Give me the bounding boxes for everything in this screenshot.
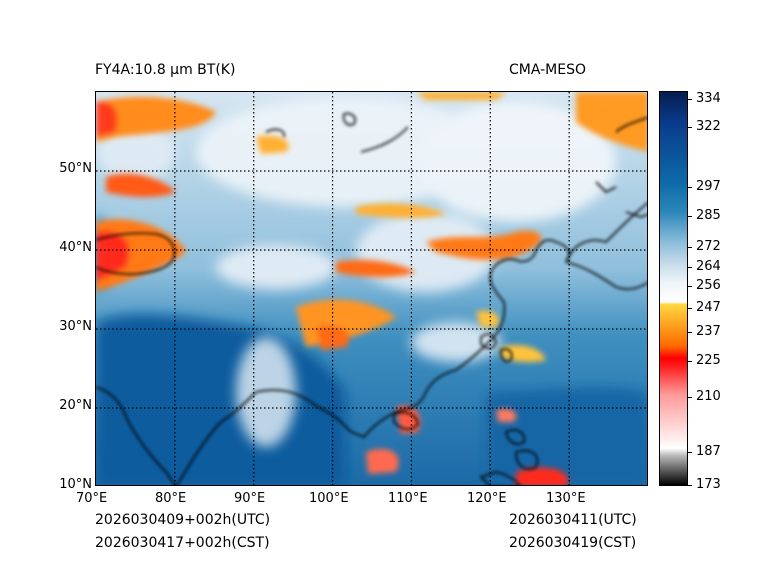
lon-label-80e: 80°E bbox=[155, 491, 187, 506]
colorbar-tick bbox=[688, 361, 692, 362]
lon-label-90e: 90°E bbox=[234, 491, 266, 506]
colorbar-tick bbox=[688, 99, 692, 100]
brightness-temperature-field bbox=[96, 92, 647, 485]
colorbar-tick bbox=[688, 247, 692, 248]
lat-label-30n: 30°N bbox=[59, 319, 92, 334]
init-time-cst: 2026030417+002h(CST) bbox=[95, 535, 270, 551]
valid-time-utc: 2026030411(UTC) bbox=[509, 512, 637, 528]
colorbar-label-225: 225 bbox=[696, 353, 721, 368]
colorbar-label-322: 322 bbox=[696, 119, 721, 134]
colorbar-tick bbox=[688, 127, 692, 128]
colorbar-label-237: 237 bbox=[696, 324, 721, 339]
lon-label-110e: 110°E bbox=[388, 491, 428, 506]
lat-label-40n: 40°N bbox=[59, 240, 92, 255]
colorbar-label-187: 187 bbox=[696, 444, 721, 459]
product-title: FY4A:10.8 µm BT(K) bbox=[95, 62, 236, 78]
lat-label-20n: 20°N bbox=[59, 398, 92, 413]
colorbar-label-297: 297 bbox=[696, 179, 721, 194]
lat-label-50n: 50°N bbox=[59, 161, 92, 176]
colorbar bbox=[659, 91, 688, 486]
lat-label-10n: 10°N bbox=[59, 477, 92, 492]
colorbar-label-285: 285 bbox=[696, 208, 721, 223]
model-label: CMA-MESO bbox=[509, 62, 587, 78]
colorbar-tick bbox=[688, 187, 692, 188]
colorbar-tick bbox=[688, 332, 692, 333]
colorbar-tick bbox=[688, 267, 692, 268]
satellite-map bbox=[95, 91, 648, 486]
colorbar-label-272: 272 bbox=[696, 239, 721, 254]
colorbar-label-334: 334 bbox=[696, 91, 721, 106]
lon-label-120e: 120°E bbox=[467, 491, 507, 506]
lon-label-130e: 130°E bbox=[546, 491, 586, 506]
colorbar-tick bbox=[688, 397, 692, 398]
colorbar-label-173: 173 bbox=[696, 477, 721, 492]
colorbar-tick bbox=[688, 485, 692, 486]
colorbar-tick bbox=[688, 216, 692, 217]
lon-label-70e: 70°E bbox=[76, 491, 108, 506]
colorbar-tick bbox=[688, 286, 692, 287]
colorbar-label-247: 247 bbox=[696, 300, 721, 315]
colorbar-label-264: 264 bbox=[696, 259, 721, 274]
colorbar-tick bbox=[688, 452, 692, 453]
colorbar-label-210: 210 bbox=[696, 389, 721, 404]
valid-time-cst: 2026030419(CST) bbox=[509, 535, 637, 551]
lon-label-100e: 100°E bbox=[309, 491, 349, 506]
init-time-utc: 2026030409+002h(UTC) bbox=[95, 512, 271, 528]
colorbar-axis: 334 322 297 285 272 264 256 247 237 225 … bbox=[688, 91, 764, 492]
colorbar-label-256: 256 bbox=[696, 278, 721, 293]
colorbar-tick bbox=[688, 308, 692, 309]
